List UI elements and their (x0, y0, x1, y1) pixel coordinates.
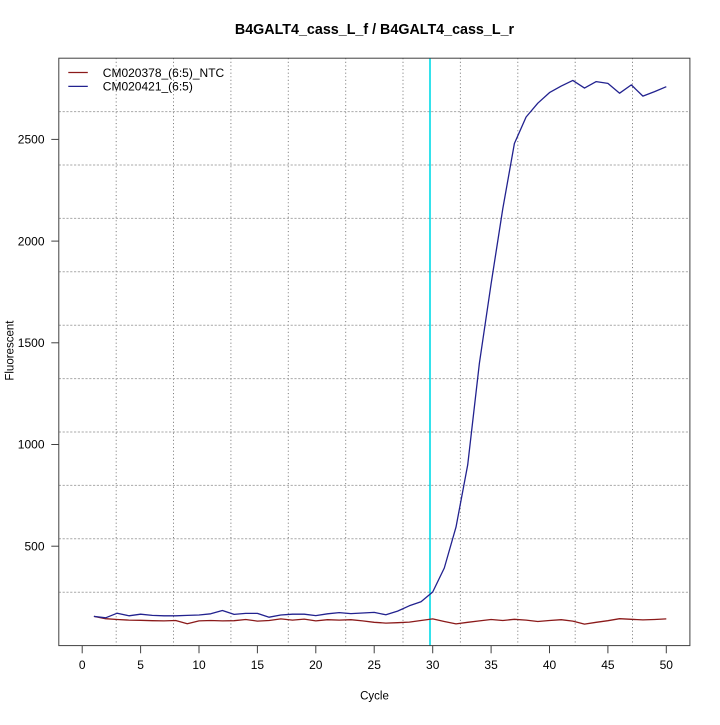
svg-text:35: 35 (484, 658, 498, 672)
svg-text:5: 5 (137, 658, 144, 672)
svg-text:2000: 2000 (18, 234, 45, 248)
svg-text:20: 20 (309, 658, 323, 672)
svg-text:CM020378_(6:5)_NTC: CM020378_(6:5)_NTC (103, 66, 225, 80)
svg-text:CM020421_(6:5): CM020421_(6:5) (103, 79, 193, 93)
svg-text:10: 10 (192, 658, 206, 672)
svg-text:1000: 1000 (18, 438, 45, 452)
svg-text:Cycle: Cycle (360, 691, 389, 703)
svg-text:B4GALT4_cass_L_f / B4GALT4_cas: B4GALT4_cass_L_f / B4GALT4_cass_L_r (235, 22, 515, 38)
svg-text:2500: 2500 (18, 133, 45, 147)
svg-text:25: 25 (368, 658, 382, 672)
svg-text:15: 15 (251, 658, 265, 672)
svg-text:0: 0 (79, 658, 86, 672)
svg-text:30: 30 (426, 658, 440, 672)
svg-text:50: 50 (660, 658, 674, 672)
svg-text:45: 45 (601, 658, 615, 672)
svg-text:1500: 1500 (18, 336, 45, 350)
svg-text:40: 40 (543, 658, 557, 672)
svg-text:500: 500 (24, 539, 44, 553)
svg-text:Fluorescent: Fluorescent (5, 320, 17, 381)
